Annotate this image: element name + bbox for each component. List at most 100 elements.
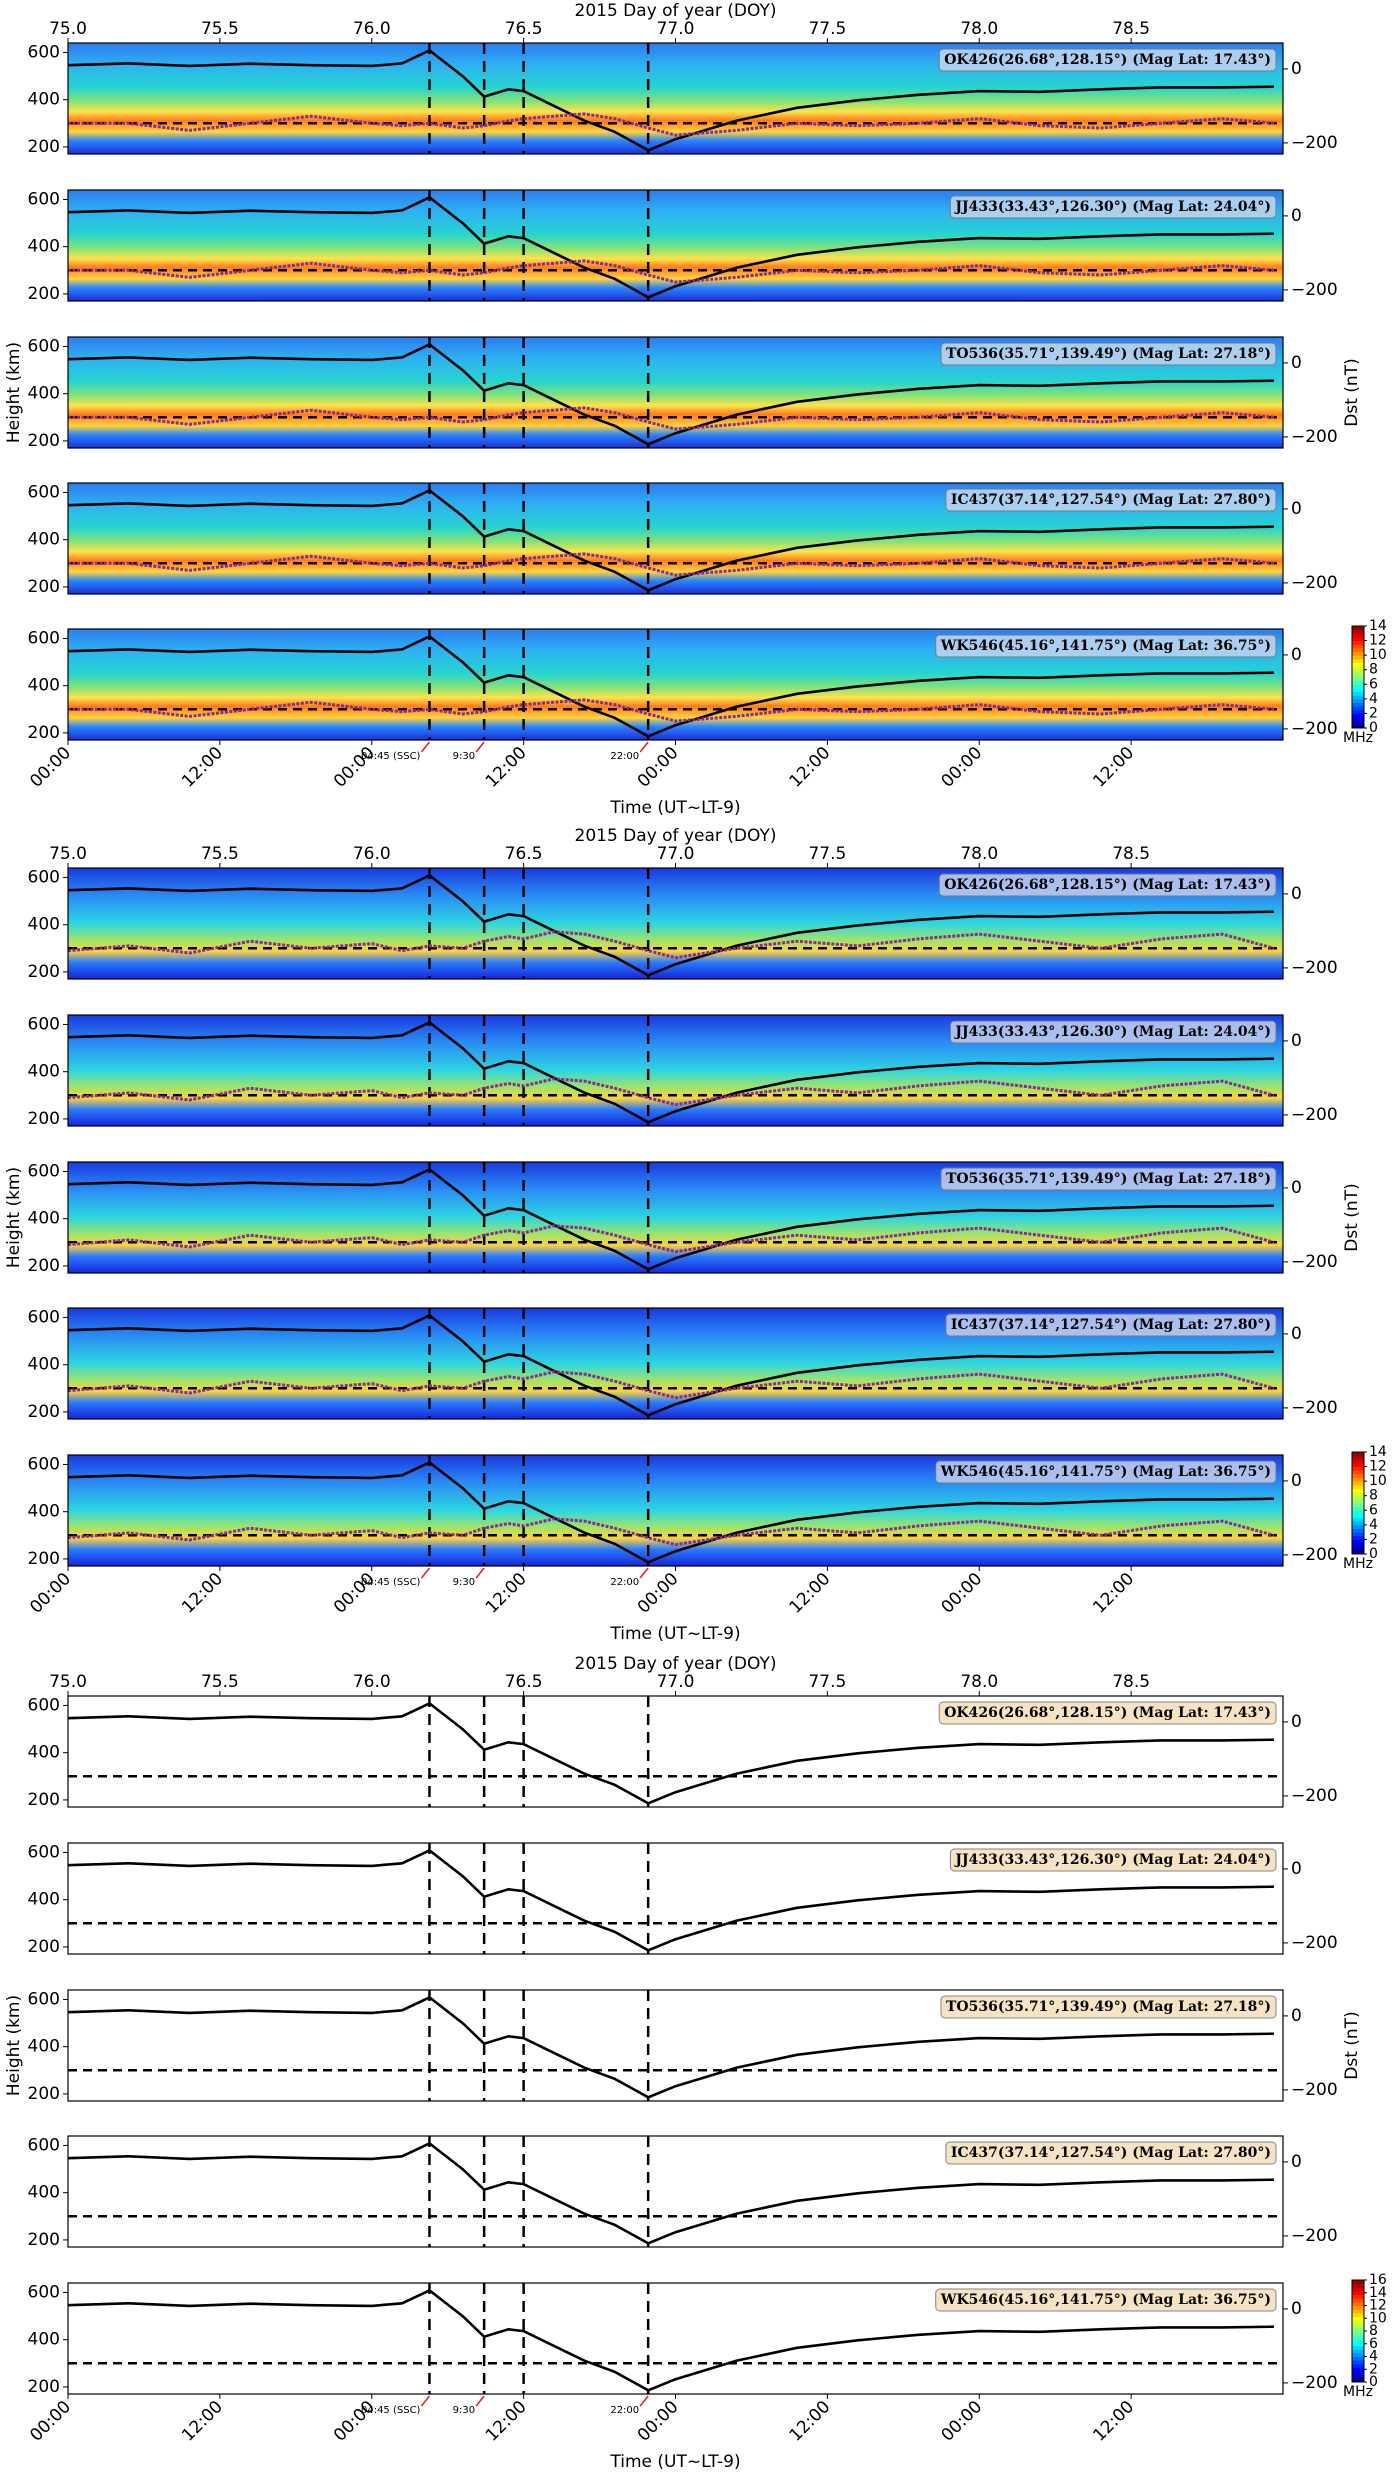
- y2-tick-label: 0: [1291, 59, 1302, 79]
- y2-tick-label: −200: [1291, 133, 1338, 153]
- colorbar-label: MHz: [1343, 2384, 1373, 2400]
- y-tick-label: 200: [28, 137, 60, 157]
- colorbar-segment: [1352, 658, 1364, 663]
- annotation-text: 22:00: [610, 751, 639, 762]
- hmf2-line: [68, 698, 1275, 723]
- colorbar-segment: [1352, 2331, 1364, 2336]
- y2-tick-label: 0: [1291, 645, 1302, 665]
- colorbar-segment: [1352, 1473, 1364, 1478]
- station-label: IC437(37.14°,127.54°) (Mag Lat: 27.80°): [945, 1313, 1277, 1337]
- colorbar-tick-label: 10: [1369, 647, 1387, 663]
- dst-line: [67, 48, 1274, 152]
- y2-tick-label: 0: [1291, 884, 1302, 904]
- station-text: OK426(26.68°,128.15°) (Mag Lat: 17.43°): [944, 1705, 1271, 1721]
- y2-tick-label: 0: [1291, 1712, 1302, 1732]
- top-tick-label: 77.0: [657, 19, 695, 39]
- x-tick-label: 12:00: [482, 743, 531, 792]
- y2-tick-label: 0: [1291, 1031, 1302, 1051]
- y-tick-label: 400: [28, 1062, 60, 1082]
- dst-line: [67, 1701, 1274, 1805]
- colorbar-segment: [1352, 684, 1364, 689]
- station-label: JJ433(33.43°,126.30°) (Mag Lat: 24.04°): [949, 1848, 1277, 1872]
- colorbar-segment: [1352, 698, 1364, 703]
- y-tick-label: 400: [28, 1743, 60, 1763]
- hmf2-line: [68, 406, 1275, 431]
- x-tick-label: 12:00: [178, 1569, 227, 1618]
- y2-tick-label: −200: [1291, 1398, 1338, 1418]
- x-tick-label: 12:00: [1089, 2397, 1138, 2446]
- colorbar-segment: [1352, 2312, 1364, 2317]
- y-tick-label: 200: [28, 2230, 60, 2250]
- colorbar-segment: [1352, 680, 1364, 685]
- colorbar-tick-label: 2: [1369, 705, 1378, 721]
- y-tick-label: 200: [28, 1109, 60, 1129]
- x-tick-label: 12:00: [482, 2397, 531, 2446]
- colorbar-segment: [1352, 1484, 1364, 1489]
- colorbar-segment: [1352, 702, 1364, 707]
- y-tick-label: 600: [28, 1454, 60, 1474]
- y2-axis-label: Dst (nT): [1342, 2011, 1362, 2079]
- colorbar-segment: [1352, 1492, 1364, 1497]
- colorbar-segment: [1352, 2363, 1364, 2368]
- panel-frame: [67, 2135, 1284, 2248]
- colorbar-tick-label: 8: [1369, 662, 1378, 678]
- annotation-arrow: [639, 1567, 649, 1579]
- colorbar-segment: [1352, 2290, 1364, 2296]
- top-tick-label: 76.5: [505, 844, 543, 864]
- x-tick-label: 12:00: [482, 1569, 531, 1618]
- top-tick-label: 76.0: [353, 19, 391, 39]
- y-tick-label: 400: [28, 2330, 60, 2350]
- panel-frame: [67, 336, 1284, 449]
- x-tick-label: 12:00: [178, 743, 227, 792]
- panel-frame: [67, 1695, 1284, 1808]
- colorbar-segment: [1352, 1528, 1364, 1533]
- x-tick-label: 12:00: [786, 2397, 835, 2446]
- station-text: TO536(35.71°,139.49°) (Mag Lat: 27.18°): [946, 1999, 1271, 2015]
- y2-tick-label: −200: [1291, 719, 1338, 739]
- colorbar-segment: [1352, 1539, 1364, 1544]
- colorbar-segment: [1352, 2280, 1364, 2285]
- colorbar-segment: [1352, 713, 1364, 718]
- y-tick-label: 200: [28, 723, 60, 743]
- y-tick-label: 400: [28, 1890, 60, 1910]
- station-label: OK426(26.68°,128.15°) (Mag Lat: 17.43°): [938, 873, 1277, 897]
- station-text: OK426(26.68°,128.15°) (Mag Lat: 17.43°): [944, 877, 1271, 893]
- dst-line: [67, 1460, 1274, 1564]
- y-tick-label: 200: [28, 1256, 60, 1276]
- station-label: TO536(35.71°,139.49°) (Mag Lat: 27.18°): [940, 342, 1277, 366]
- axis-title: 2015 Day of year (DOY): [575, 826, 777, 846]
- dst-line: [67, 2141, 1274, 2245]
- colorbar-segment: [1352, 2301, 1364, 2306]
- y2-tick-label: 0: [1291, 353, 1302, 373]
- annotation-arrow: [420, 1567, 431, 1579]
- colorbar-segment: [1352, 2349, 1364, 2354]
- colorbar-segment: [1352, 1481, 1364, 1486]
- y-tick-label: 600: [28, 867, 60, 887]
- top-tick-label: 77.0: [657, 844, 695, 864]
- annotation-text: 9:30: [453, 2405, 475, 2416]
- annotation-text: 9:30: [453, 1577, 475, 1588]
- colorbar-segment: [1352, 626, 1364, 631]
- y2-tick-label: 0: [1291, 1324, 1302, 1344]
- colorbar-segment: [1352, 640, 1364, 645]
- dst-line: [67, 488, 1274, 592]
- x-axis-label: Time (UT~LT-9): [609, 1624, 740, 1644]
- y-tick-label: 200: [28, 1402, 60, 1422]
- annotation-arrow: [475, 741, 485, 753]
- y-tick-label: 400: [28, 90, 60, 110]
- y-tick-label: 600: [28, 42, 60, 62]
- y-tick-label: 200: [28, 1937, 60, 1957]
- top-tick-label: 78.5: [1112, 1672, 1150, 1692]
- x-tick-label: 00:00: [26, 1569, 75, 1618]
- station-label: IC437(37.14°,127.54°) (Mag Lat: 27.80°): [945, 2141, 1277, 2165]
- x-tick-label: 00:00: [26, 743, 75, 792]
- annotation-arrow: [475, 2395, 485, 2407]
- station-label: JJ433(33.43°,126.30°) (Mag Lat: 24.04°): [949, 1020, 1277, 1044]
- y2-tick-label: −200: [1291, 280, 1338, 300]
- x-tick-label: 00:00: [938, 1569, 987, 1618]
- label-box: [945, 1313, 1277, 1337]
- annotation-arrow: [475, 1567, 485, 1579]
- dst-line: [67, 2288, 1274, 2392]
- panel-frame: [67, 189, 1284, 302]
